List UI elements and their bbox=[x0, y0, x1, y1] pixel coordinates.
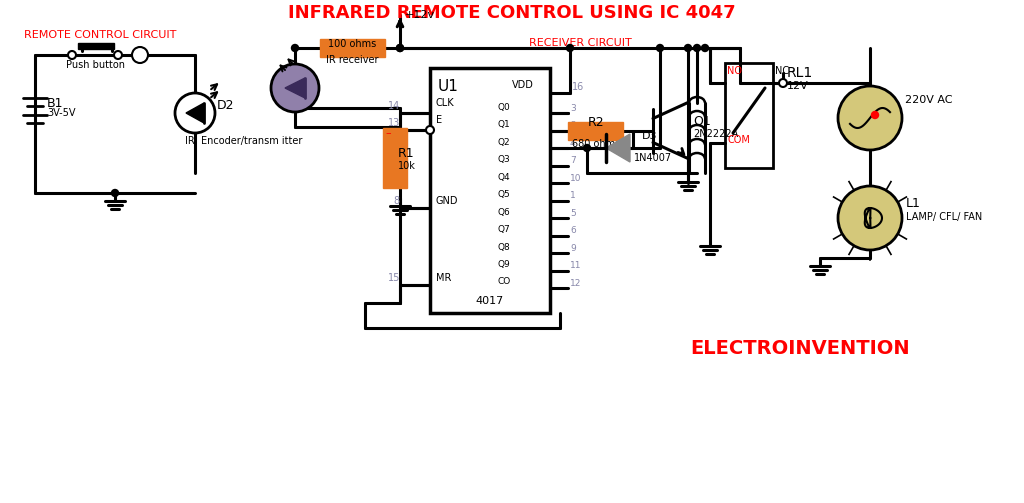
Text: 680 ohms: 680 ohms bbox=[571, 138, 621, 148]
Text: LAMP/ CFL/ FAN: LAMP/ CFL/ FAN bbox=[906, 212, 982, 222]
Text: MR: MR bbox=[436, 273, 452, 283]
Text: 15: 15 bbox=[388, 273, 400, 283]
Text: IR  Encoder/transm itter: IR Encoder/transm itter bbox=[185, 136, 302, 146]
Text: IR receiver: IR receiver bbox=[326, 55, 378, 65]
Text: D3: D3 bbox=[642, 131, 657, 141]
Text: 9: 9 bbox=[570, 243, 575, 253]
Polygon shape bbox=[606, 134, 630, 162]
Text: Q1: Q1 bbox=[693, 114, 711, 127]
Circle shape bbox=[426, 126, 434, 134]
Text: 2: 2 bbox=[570, 121, 575, 130]
Circle shape bbox=[838, 86, 902, 150]
Text: 16: 16 bbox=[572, 82, 585, 92]
Text: 220V AC: 220V AC bbox=[905, 95, 952, 105]
Text: Q3: Q3 bbox=[498, 155, 511, 164]
Text: ELECTROINVENTION: ELECTROINVENTION bbox=[690, 339, 909, 358]
Circle shape bbox=[684, 44, 691, 51]
Bar bbox=[568, 122, 623, 139]
Text: Q6: Q6 bbox=[498, 208, 511, 216]
Text: Q0: Q0 bbox=[498, 103, 511, 112]
Circle shape bbox=[779, 79, 787, 87]
Text: RECEIVER CIRCUIT: RECEIVER CIRCUIT bbox=[528, 38, 632, 48]
Polygon shape bbox=[186, 103, 204, 123]
Text: 5: 5 bbox=[570, 209, 575, 217]
Text: D2: D2 bbox=[217, 99, 234, 112]
Circle shape bbox=[871, 112, 879, 119]
Text: R1: R1 bbox=[398, 146, 415, 159]
Text: NC: NC bbox=[775, 66, 790, 76]
Text: 13: 13 bbox=[388, 118, 400, 128]
Text: L1: L1 bbox=[906, 197, 921, 210]
Circle shape bbox=[292, 44, 299, 51]
Polygon shape bbox=[285, 78, 305, 98]
Text: 1: 1 bbox=[570, 191, 575, 200]
Text: 1N4007: 1N4007 bbox=[634, 153, 672, 163]
Text: 10: 10 bbox=[570, 174, 582, 183]
Text: 12: 12 bbox=[570, 279, 582, 288]
Circle shape bbox=[114, 51, 122, 59]
Circle shape bbox=[175, 93, 215, 133]
Bar bbox=[78, 43, 114, 49]
Text: 100 ohms: 100 ohms bbox=[328, 39, 376, 49]
Text: Q8: Q8 bbox=[498, 242, 511, 252]
Circle shape bbox=[584, 144, 591, 151]
Text: R2: R2 bbox=[588, 116, 604, 129]
Text: CLK: CLK bbox=[436, 98, 455, 108]
Bar bbox=[383, 128, 407, 188]
Circle shape bbox=[68, 51, 76, 59]
Text: COM: COM bbox=[727, 135, 750, 145]
Circle shape bbox=[656, 44, 664, 51]
Text: 4: 4 bbox=[570, 138, 575, 147]
Text: Q2: Q2 bbox=[498, 137, 511, 146]
Text: 3: 3 bbox=[570, 104, 575, 113]
Text: REMOTE CONTROL CIRCUIT: REMOTE CONTROL CIRCUIT bbox=[24, 30, 176, 40]
Text: 3V-5V: 3V-5V bbox=[47, 108, 76, 118]
Text: NO: NO bbox=[727, 66, 742, 76]
Circle shape bbox=[693, 44, 700, 51]
Circle shape bbox=[838, 186, 902, 250]
Text: 12V: 12V bbox=[787, 81, 809, 91]
Text: 2N2222A: 2N2222A bbox=[693, 128, 738, 138]
Text: Q7: Q7 bbox=[498, 225, 511, 234]
Bar bbox=[430, 68, 550, 313]
Circle shape bbox=[271, 64, 319, 112]
Bar bbox=[725, 63, 773, 168]
Text: VDD: VDD bbox=[512, 80, 534, 90]
Text: CO: CO bbox=[498, 278, 511, 287]
Text: B1: B1 bbox=[47, 97, 63, 110]
Text: GND: GND bbox=[436, 196, 459, 206]
Text: 10k: 10k bbox=[398, 161, 416, 171]
Text: +12v: +12v bbox=[406, 10, 435, 20]
Text: Q4: Q4 bbox=[498, 173, 511, 182]
Text: Q5: Q5 bbox=[498, 190, 511, 199]
Circle shape bbox=[701, 44, 709, 51]
Circle shape bbox=[396, 44, 403, 51]
Text: 8: 8 bbox=[394, 196, 400, 206]
Text: 7: 7 bbox=[570, 156, 575, 165]
Text: RL1: RL1 bbox=[787, 66, 813, 80]
Circle shape bbox=[112, 190, 119, 197]
Text: U1: U1 bbox=[438, 78, 459, 94]
Text: E: E bbox=[436, 115, 442, 125]
Circle shape bbox=[566, 44, 573, 51]
Text: –: – bbox=[385, 128, 391, 138]
Text: 14: 14 bbox=[388, 101, 400, 111]
Text: Q9: Q9 bbox=[498, 260, 511, 269]
Text: Q1: Q1 bbox=[498, 120, 511, 129]
Text: 4017: 4017 bbox=[476, 296, 504, 306]
Circle shape bbox=[132, 47, 148, 63]
Text: INFRARED REMOTE CONTROL USING IC 4047: INFRARED REMOTE CONTROL USING IC 4047 bbox=[288, 4, 736, 22]
Text: 6: 6 bbox=[570, 226, 575, 235]
Bar bbox=[319, 39, 385, 57]
Text: 11: 11 bbox=[570, 261, 582, 270]
Text: Push button: Push button bbox=[66, 60, 125, 70]
Circle shape bbox=[396, 44, 403, 51]
Text: ⓘ: ⓘ bbox=[137, 50, 142, 59]
